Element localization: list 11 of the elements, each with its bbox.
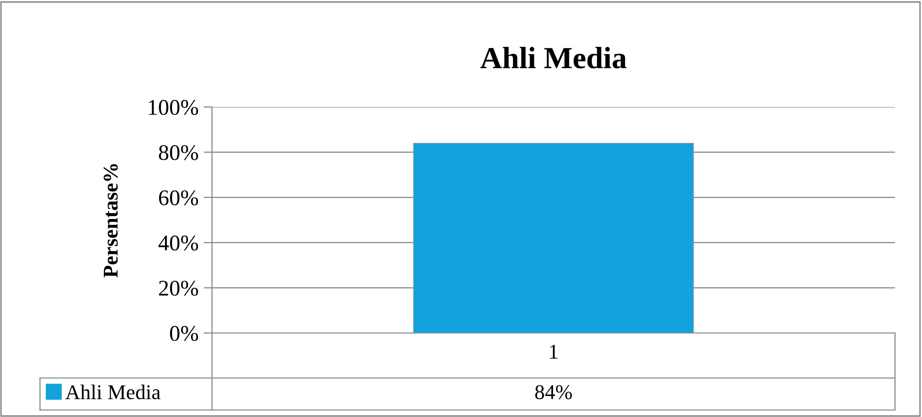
y-tick-label: 20% bbox=[159, 280, 198, 296]
y-tick-label: 40% bbox=[158, 236, 198, 251]
x-tick-label: 1 bbox=[550, 344, 558, 359]
y-tick-label: 0% bbox=[170, 326, 198, 341]
y-tick-label: 100% bbox=[148, 100, 198, 115]
text: 84% bbox=[535, 385, 572, 400]
y-tick-label: 60% bbox=[159, 190, 198, 206]
y-tick-label: 80% bbox=[158, 145, 198, 160]
y-axis-title: Persentase% bbox=[104, 164, 118, 278]
chart-title: Ahli Media bbox=[480, 46, 626, 68]
legend-label: Ahli Media bbox=[65, 384, 160, 400]
